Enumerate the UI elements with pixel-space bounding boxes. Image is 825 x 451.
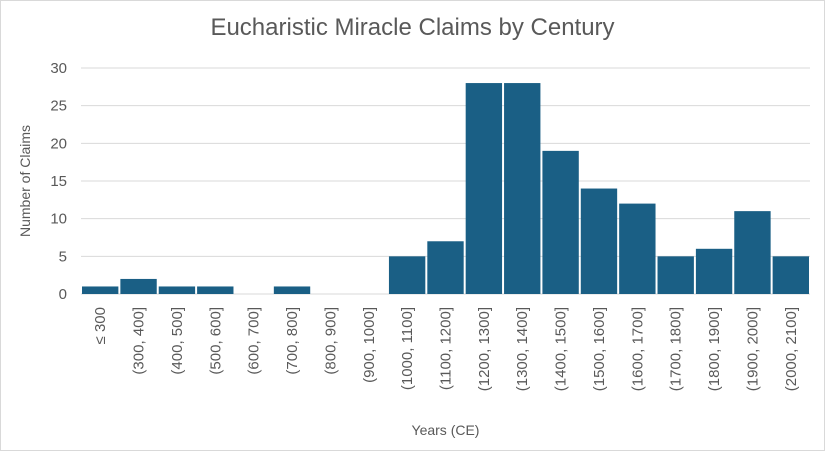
x-tick-label: (700, 800] <box>284 307 301 375</box>
x-tick-label: (1600, 1700] <box>629 307 646 391</box>
bar <box>657 256 694 294</box>
y-tick-label: 15 <box>50 173 67 190</box>
x-tick-label: (2000, 2100] <box>783 307 800 391</box>
bar <box>120 278 157 294</box>
x-tick-label: (400, 500] <box>169 307 186 375</box>
y-tick-labels: 0 5 10 15 20 25 30 <box>50 60 67 303</box>
x-tick-label: (1200, 1300] <box>476 307 493 391</box>
x-tick-label: (900, 1000] <box>361 307 378 383</box>
bar <box>197 286 234 294</box>
y-tick-label: 20 <box>50 135 67 152</box>
y-tick-label: 30 <box>50 60 67 77</box>
x-tick-label: (1300, 1400] <box>514 307 531 391</box>
x-tick-label: (1900, 2000] <box>744 307 761 391</box>
bar <box>82 286 119 294</box>
x-axis-title: Years (CE) <box>412 422 480 438</box>
x-tick-label: (1800, 1900] <box>706 307 723 391</box>
bar <box>273 286 311 294</box>
bar <box>580 188 618 294</box>
bar <box>619 203 656 294</box>
x-tick-label: (1100, 1200] <box>438 307 455 390</box>
y-tick-label: 10 <box>50 211 67 228</box>
bar <box>388 256 426 294</box>
x-tick-label: (800, 900] <box>322 307 339 375</box>
x-tick-label: (1500, 1600] <box>591 307 608 391</box>
x-tick-label: (1400, 1500] <box>553 307 570 391</box>
bar <box>504 83 541 294</box>
bar <box>542 150 579 294</box>
x-tick-label: ≤ 300 <box>92 307 109 344</box>
bar <box>158 286 196 294</box>
bars <box>82 83 809 294</box>
bar <box>695 248 733 294</box>
bar <box>734 211 771 294</box>
bar <box>772 256 809 294</box>
x-tick-label: (300, 400] <box>131 307 148 375</box>
bar <box>465 83 503 294</box>
x-tick-label: (1700, 1800] <box>668 307 685 391</box>
x-tick-labels: ≤ 300 (300, 400] (400, 500] (500, 600] (600,… <box>92 307 800 391</box>
y-tick-label: 25 <box>50 98 67 115</box>
x-tick-label: (500, 600] <box>207 307 224 375</box>
x-tick-label: (600, 700] <box>246 307 263 375</box>
y-tick-label: 5 <box>59 248 67 265</box>
y-tick-label: 0 <box>59 286 67 303</box>
bar <box>427 241 464 294</box>
x-tick-label: (1000, 1100] <box>399 307 416 390</box>
y-axis-title: Number of Claims <box>17 125 33 237</box>
chart-title: Eucharistic Miracle Claims by Century <box>210 14 615 41</box>
